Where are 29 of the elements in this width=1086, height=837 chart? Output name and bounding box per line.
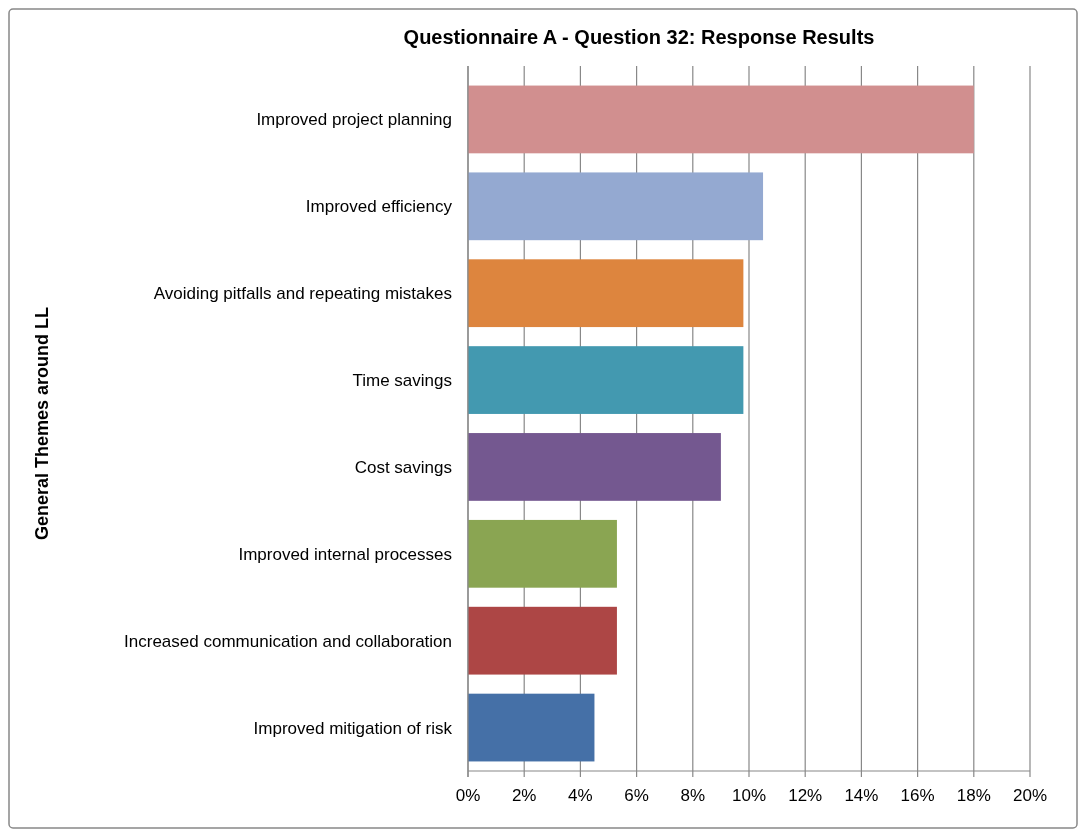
- y-tick-label: Improved mitigation of risk: [253, 718, 453, 738]
- x-tick-label: 0%: [455, 786, 481, 805]
- bar: [468, 693, 595, 762]
- y-axis-title: General Themes around LL: [32, 306, 52, 541]
- x-tick-label: 6%: [624, 786, 649, 805]
- bar: [468, 259, 744, 328]
- y-tick-label: Cost savings: [354, 457, 452, 477]
- bar: [468, 85, 974, 154]
- x-tick-label: 20%: [1012, 786, 1048, 805]
- y-tick-label: Improved efficiency: [305, 197, 453, 217]
- bar: [468, 346, 744, 414]
- x-tick-label: 2%: [511, 786, 537, 805]
- x-tick-label: 16%: [900, 786, 935, 805]
- x-tick-label: 4%: [568, 786, 593, 805]
- y-tick-label: Improved internal processes: [238, 544, 452, 564]
- y-tick-label: Increased communication and collaboration: [124, 631, 452, 651]
- x-tick-label: 18%: [956, 786, 991, 805]
- y-tick-label: Avoiding pitfalls and repeating mistakes: [153, 284, 452, 304]
- y-tick-label: Improved project planning: [256, 110, 452, 130]
- bar: [468, 519, 617, 588]
- bar: [468, 172, 764, 241]
- x-tick-label: 10%: [731, 786, 767, 805]
- bar: [468, 433, 721, 501]
- x-tick-label: 12%: [788, 786, 823, 805]
- y-tick-label: Time savings: [352, 371, 452, 391]
- x-tick-label: 8%: [680, 786, 706, 805]
- bar: [468, 606, 617, 675]
- x-tick-label: 14%: [844, 786, 879, 805]
- chart-title: Questionnaire A - Question 32: Response Results: [403, 26, 875, 48]
